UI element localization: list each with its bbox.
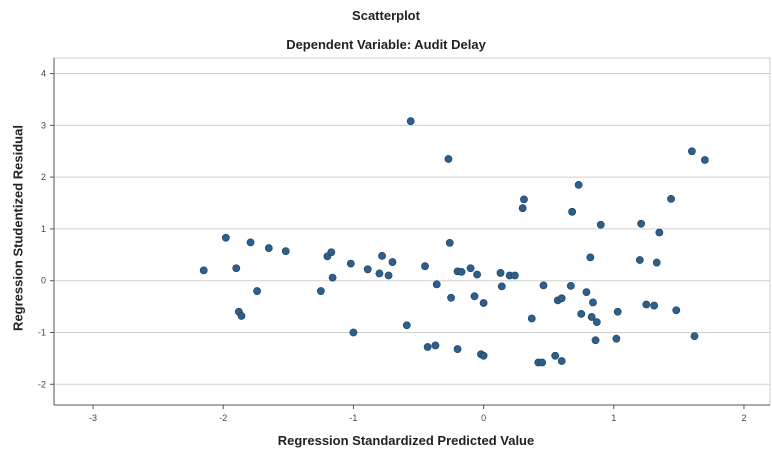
data-point: [701, 156, 709, 164]
data-point: [652, 258, 661, 267]
data-point: [431, 341, 440, 350]
y-tick-label: 4: [41, 69, 46, 79]
data-point: [346, 259, 355, 268]
data-point: [466, 264, 475, 273]
data-point: [388, 258, 397, 266]
y-tick-label: -2: [38, 379, 46, 389]
data-point: [199, 266, 208, 275]
x-tick-label: 1: [611, 413, 616, 423]
x-axis-label: Regression Standardized Predicted Value: [277, 433, 535, 448]
x-tick-label: 2: [741, 413, 746, 423]
chart-title: Scatterplot: [352, 8, 420, 23]
data-point: [479, 351, 488, 360]
data-point: [281, 247, 290, 256]
plot-area: [53, 57, 771, 406]
data-point: [221, 233, 230, 242]
x-tick-label: -2: [219, 413, 227, 423]
data-point: [327, 248, 336, 257]
y-tick-label: -1: [38, 327, 46, 337]
data-point: [447, 293, 455, 302]
data-point: [587, 313, 596, 321]
data-point: [586, 253, 595, 262]
data-point: [232, 264, 241, 273]
data-point: [406, 117, 415, 126]
data-point: [650, 301, 659, 310]
data-point: [237, 312, 246, 320]
data-point: [538, 358, 547, 367]
data-point: [432, 280, 441, 289]
data-point: [453, 345, 462, 353]
data-point: [378, 251, 386, 260]
data-point: [253, 287, 261, 295]
data-point: [264, 244, 273, 252]
data-point: [510, 271, 519, 280]
data-point: [687, 147, 696, 156]
y-tick-label: 3: [41, 120, 46, 130]
data-point: [444, 155, 453, 163]
data-point: [613, 307, 622, 316]
data-point: [557, 357, 566, 365]
data-point: [589, 298, 597, 307]
data-point: [577, 309, 586, 318]
data-point: [328, 273, 337, 282]
data-point: [497, 282, 506, 291]
data-point: [672, 306, 681, 315]
chart-subtitle: Dependent Variable: Audit Delay: [286, 37, 486, 52]
data-point: [316, 287, 325, 295]
y-tick-label: 1: [41, 224, 46, 234]
data-point: [592, 318, 601, 327]
data-point: [470, 292, 479, 301]
data-point: [539, 281, 548, 290]
y-tick-label: 2: [41, 172, 46, 182]
data-point: [384, 271, 393, 280]
data-point: [518, 204, 527, 213]
x-tick-label: -3: [89, 413, 97, 423]
x-tick-label: 0: [481, 413, 486, 423]
data-point: [421, 262, 429, 271]
x-tick-label: -1: [349, 413, 357, 423]
data-point: [445, 238, 454, 247]
data-point: [496, 269, 505, 277]
y-tick-label: 0: [41, 276, 46, 286]
data-point: [568, 207, 577, 216]
data-point: [596, 220, 605, 229]
data-point: [479, 299, 488, 307]
data-point: [527, 314, 536, 323]
data-point: [423, 343, 432, 351]
data-point: [473, 270, 481, 279]
data-point: [402, 321, 411, 330]
data-point: [655, 228, 664, 237]
data-point: [690, 332, 699, 341]
data-point: [551, 351, 560, 360]
data-point: [375, 269, 384, 278]
data-point: [349, 328, 358, 337]
data-point: [642, 300, 651, 309]
data-point: [612, 334, 621, 343]
data-point: [635, 256, 644, 264]
data-point: [637, 219, 646, 228]
data-point: [457, 267, 466, 276]
data-point: [246, 238, 255, 247]
data-point: [667, 194, 675, 203]
data-point: [591, 336, 600, 345]
data-point: [363, 265, 372, 274]
data-point: [582, 288, 591, 296]
data-point: [574, 180, 583, 189]
data-point: [566, 281, 575, 290]
data-point: [520, 195, 528, 204]
data-point: [557, 294, 566, 303]
